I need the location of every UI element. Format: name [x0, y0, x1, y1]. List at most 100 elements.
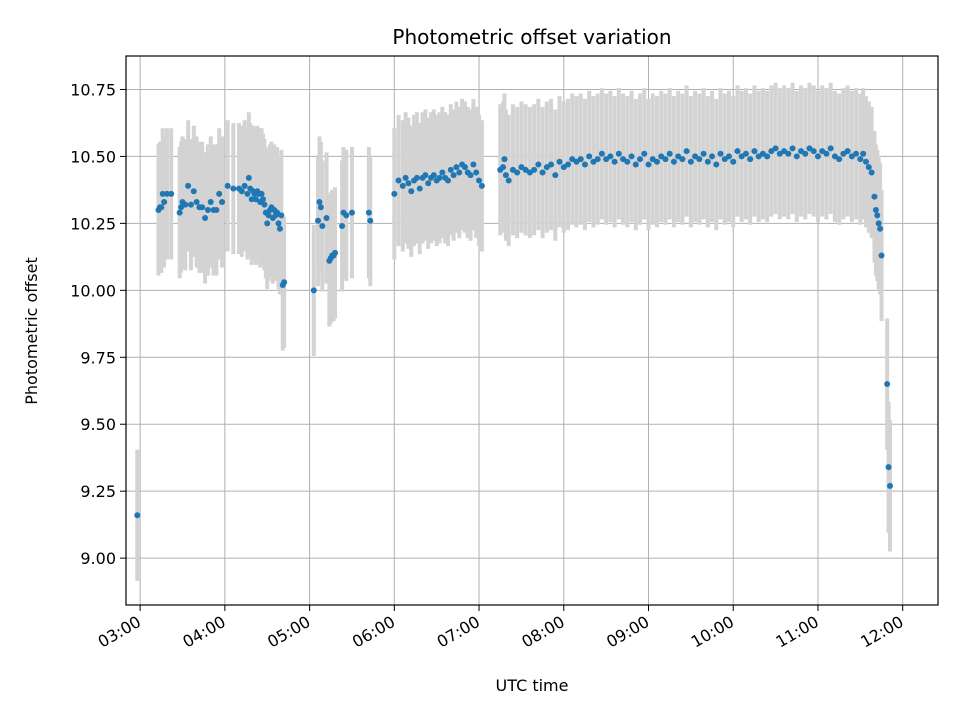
- data-point: [535, 161, 542, 168]
- data-point: [159, 190, 166, 197]
- data-point: [348, 209, 355, 216]
- data-point: [224, 182, 231, 189]
- data-point: [687, 158, 694, 165]
- data-point: [430, 172, 437, 179]
- data-point: [793, 153, 800, 160]
- data-point: [565, 161, 572, 168]
- data-point: [586, 153, 593, 160]
- data-point: [207, 198, 214, 205]
- data-point: [505, 177, 512, 184]
- data-point: [182, 201, 189, 208]
- data-point: [134, 512, 141, 519]
- data-point: [645, 161, 652, 168]
- data-point: [238, 188, 245, 195]
- data-point: [581, 161, 588, 168]
- data-point: [853, 150, 860, 157]
- data-point: [615, 150, 622, 157]
- data-point: [810, 148, 817, 155]
- x-axis-label: UTC time: [496, 676, 569, 695]
- y-tick-label: 10.00: [70, 281, 116, 300]
- data-point: [425, 180, 432, 187]
- data-point: [447, 166, 454, 173]
- y-tick-label: 10.75: [70, 80, 116, 99]
- data-point: [450, 172, 457, 179]
- data-point: [216, 190, 223, 197]
- data-point: [190, 188, 197, 195]
- data-point: [264, 220, 271, 227]
- data-point: [367, 217, 374, 224]
- data-point: [343, 212, 350, 219]
- data-point: [700, 150, 707, 157]
- data-point: [764, 153, 771, 160]
- data-point: [860, 150, 867, 157]
- data-point: [213, 206, 220, 213]
- data-point: [772, 145, 779, 152]
- data-point: [461, 164, 468, 171]
- data-point: [168, 190, 175, 197]
- data-point: [742, 150, 749, 157]
- data-points: [134, 145, 893, 519]
- data-point: [552, 172, 559, 179]
- data-point: [161, 198, 168, 205]
- data-point: [539, 169, 546, 176]
- data-point: [548, 161, 555, 168]
- data-point: [204, 206, 211, 213]
- data-point: [789, 145, 796, 152]
- data-point: [163, 190, 170, 197]
- data-point: [248, 196, 255, 203]
- data-point: [395, 177, 402, 184]
- data-point: [230, 185, 237, 192]
- data-point: [679, 156, 686, 163]
- data-point: [281, 279, 288, 286]
- data-point: [339, 223, 346, 230]
- data-point: [751, 148, 758, 155]
- data-point: [836, 156, 843, 163]
- data-point: [453, 164, 460, 171]
- data-point: [624, 158, 631, 165]
- data-point: [683, 148, 690, 155]
- data-point: [730, 158, 737, 165]
- data-point: [734, 148, 741, 155]
- data-point: [185, 182, 192, 189]
- data-point: [885, 464, 892, 471]
- data-point: [193, 198, 200, 205]
- data-point: [408, 188, 415, 195]
- data-point: [878, 252, 885, 259]
- data-point: [884, 381, 891, 388]
- data-point: [662, 156, 669, 163]
- data-point: [241, 182, 248, 189]
- data-point: [478, 182, 485, 189]
- data-point: [704, 158, 711, 165]
- data-point: [502, 172, 509, 179]
- data-point: [875, 220, 882, 227]
- y-tick-label: 9.25: [80, 482, 116, 501]
- y-tick-label: 10.25: [70, 214, 116, 233]
- data-point: [607, 153, 614, 160]
- data-point: [637, 156, 644, 163]
- data-point: [365, 209, 372, 216]
- chart-title: Photometric offset variation: [392, 25, 671, 49]
- y-tick-label: 9.50: [80, 415, 116, 434]
- data-point: [868, 169, 875, 176]
- data-point: [244, 190, 251, 197]
- data-point: [670, 158, 677, 165]
- data-point: [473, 169, 480, 176]
- data-point: [814, 153, 821, 160]
- y-tick-label: 9.75: [80, 348, 116, 367]
- data-point: [158, 204, 165, 211]
- data-point: [439, 169, 446, 176]
- data-point: [501, 156, 508, 163]
- data-point: [500, 164, 507, 171]
- data-point: [405, 180, 412, 187]
- data-point: [641, 150, 648, 157]
- data-point: [413, 174, 420, 181]
- data-point: [827, 145, 834, 152]
- y-tick-label: 10.50: [70, 147, 116, 166]
- data-point: [611, 158, 618, 165]
- data-point: [317, 204, 324, 211]
- data-point: [598, 150, 605, 157]
- data-point: [844, 148, 851, 155]
- data-point: [332, 249, 339, 256]
- data-point: [862, 158, 869, 165]
